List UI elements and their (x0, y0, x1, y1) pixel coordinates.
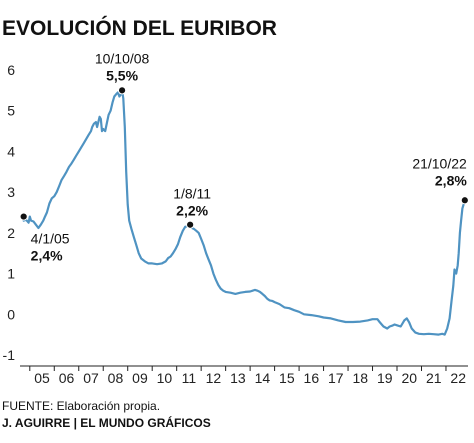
x-tick-label: 06 (59, 370, 75, 386)
x-tick-label: 20 (401, 370, 417, 386)
x-tick-label: 21 (426, 370, 442, 386)
x-tick-label: 09 (132, 370, 148, 386)
annotation-date: 21/10/22 (412, 155, 467, 171)
x-tick-label: 14 (255, 370, 271, 386)
x-tick-label: 15 (279, 370, 295, 386)
annotation-value: 2,4% (31, 248, 63, 264)
x-axis: 05 06 07 08 09 10 11 12 13 14 15 16 17 18 19 20 21 22 (20, 365, 468, 386)
y-axis: -1 0 1 2 3 4 5 6 (3, 62, 16, 363)
annotation-date: 4/1/05 (31, 231, 70, 247)
annotations: 4/1/052,4% 10/10/085,5% 1/8/112,2% 21/10/22… (19, 50, 469, 264)
chart-title: EVOLUCIÓN DEL EURIBOR (2, 16, 277, 40)
annotation-marker (186, 220, 195, 229)
annotation-marker (460, 196, 469, 205)
annotation-marker (117, 86, 127, 95)
y-tick-label: -1 (3, 347, 16, 363)
x-tick-label: 12 (206, 370, 222, 386)
annotation-date: 10/10/08 (95, 50, 150, 66)
source-text: FUENTE: Elaboración propia. (2, 399, 160, 413)
x-tick-label: 07 (83, 370, 99, 386)
x-tick-label: 13 (230, 370, 246, 386)
x-tick-label: 10 (157, 370, 173, 386)
y-tick-label: 5 (7, 103, 15, 119)
x-tick-label: 19 (377, 370, 393, 386)
annotation-value: 2,2% (176, 203, 208, 219)
x-tick-label: 17 (328, 370, 344, 386)
annotation-value: 2,8% (435, 172, 467, 188)
euribor-series-line (22, 89, 466, 336)
annotation-marker (19, 212, 28, 221)
annotation-date: 1/8/11 (173, 186, 211, 202)
credit-text: J. AGUIRRE | EL MUNDO GRÁFICOS (2, 415, 211, 430)
y-tick-label: 1 (7, 266, 15, 282)
x-tick-label: 05 (34, 370, 50, 386)
x-tick-label: 22 (450, 370, 466, 386)
y-tick-label: 6 (7, 62, 15, 78)
x-tick-label: 18 (352, 370, 368, 386)
x-tick-label: 16 (304, 370, 320, 386)
y-tick-label: 2 (7, 225, 15, 241)
y-tick-label: 4 (7, 143, 15, 159)
x-tick-label: 08 (108, 370, 124, 386)
annotation-value: 5,5% (106, 67, 138, 83)
x-tick-label: 11 (182, 370, 197, 386)
y-tick-label: 0 (7, 306, 15, 322)
y-tick-label: 3 (7, 184, 15, 200)
